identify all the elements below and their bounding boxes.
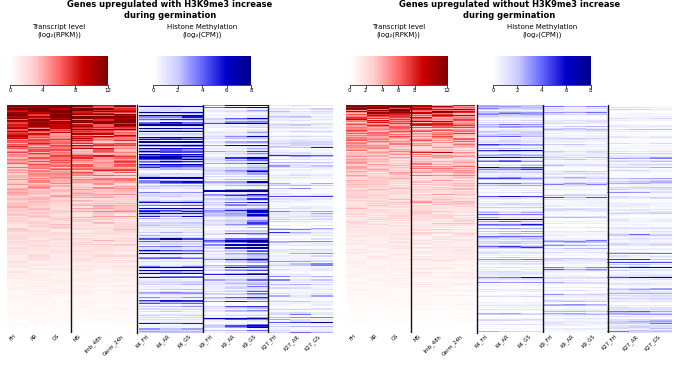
Text: Transcript level
(log₂(RPKM)): Transcript level (log₂(RPKM)) — [372, 24, 425, 38]
Text: Histone Methylation
(log₂(CPM)): Histone Methylation (log₂(CPM)) — [507, 24, 577, 38]
Text: Genes upregulated with H3K9me3 increase
during germination: Genes upregulated with H3K9me3 increase … — [67, 0, 272, 20]
Text: Histone Methylation
(log₂(CPM)): Histone Methylation (log₂(CPM)) — [167, 24, 238, 38]
Text: Transcript level
(log₂(RPKM)): Transcript level (log₂(RPKM)) — [33, 24, 86, 38]
Text: Genes upregulated without H3K9me3 increase
during germination: Genes upregulated without H3K9me3 increa… — [399, 0, 620, 20]
